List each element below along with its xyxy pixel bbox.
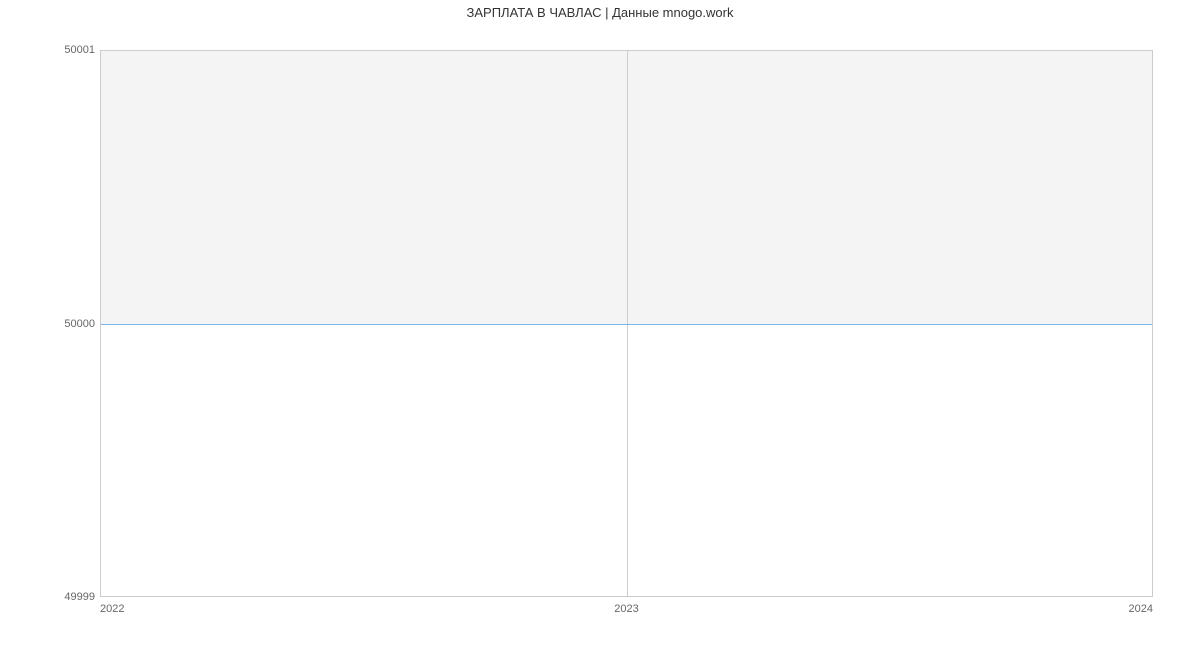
chart-title: ЗАРПЛАТА В ЧАВЛАС | Данные mnogo.work <box>0 5 1200 20</box>
x-tick-label: 2023 <box>614 603 638 615</box>
chart-container: ЗАРПЛАТА В ЧАВЛАС | Данные mnogo.work 49… <box>0 0 1200 650</box>
x-tick-label: 2022 <box>100 603 124 615</box>
series-line <box>100 324 1153 325</box>
plot-border-bottom <box>100 596 1153 597</box>
x-tick-label: 2024 <box>1129 603 1153 615</box>
y-tick-label: 50001 <box>45 44 95 56</box>
plot-area <box>100 50 1153 597</box>
y-tick-label: 50000 <box>45 318 95 330</box>
plot-border-top <box>100 50 1153 51</box>
plot-border-left <box>100 50 101 597</box>
y-tick-label: 49999 <box>45 591 95 603</box>
plot-border-right <box>1152 50 1153 597</box>
